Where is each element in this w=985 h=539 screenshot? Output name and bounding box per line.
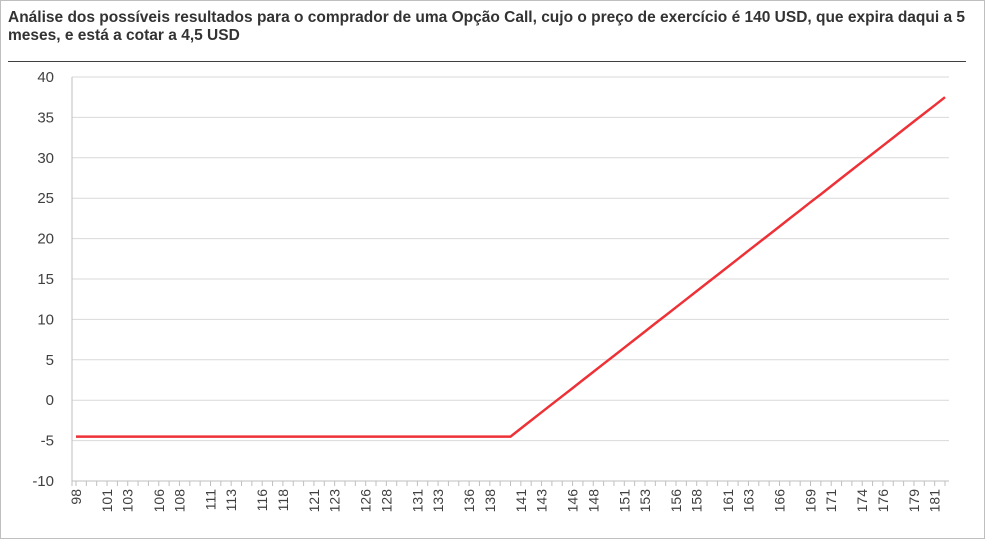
y-tick-label: 35 bbox=[37, 109, 54, 126]
x-tick-label: 116 bbox=[254, 489, 270, 512]
x-tick-label: 111 bbox=[202, 489, 218, 510]
y-tick-label: 25 bbox=[37, 190, 54, 207]
x-tick-label: 143 bbox=[534, 489, 550, 513]
y-tick-label: 10 bbox=[37, 311, 54, 328]
x-tick-label: 176 bbox=[875, 489, 891, 513]
x-tick-label: 181 bbox=[927, 489, 943, 513]
y-tick-label: -5 bbox=[41, 433, 54, 450]
payoff-line bbox=[76, 96, 946, 438]
y-tick-label: 30 bbox=[37, 150, 54, 167]
x-tick-label: 108 bbox=[171, 489, 187, 513]
y-tick-label: 5 bbox=[46, 352, 54, 369]
x-tick-label: 101 bbox=[99, 489, 115, 513]
x-tick-label: 123 bbox=[327, 489, 343, 513]
y-tick-label: -10 bbox=[32, 473, 54, 490]
x-tick-label: 174 bbox=[854, 489, 870, 513]
y-tick-label: 0 bbox=[46, 392, 54, 409]
x-tick-label: 158 bbox=[689, 489, 705, 513]
x-tick-label: 138 bbox=[482, 489, 498, 513]
x-tick-label: 128 bbox=[378, 489, 394, 513]
x-tick-label: 121 bbox=[306, 489, 322, 513]
x-tick-label: 141 bbox=[513, 489, 529, 513]
x-tick-label: 151 bbox=[616, 489, 632, 513]
x-tick-label: 161 bbox=[720, 489, 736, 513]
x-tick-label: 171 bbox=[823, 489, 839, 513]
x-tick-label: 148 bbox=[585, 489, 601, 513]
y-axis: -10 -5 0 5 10 15 20 25 30 35 40 bbox=[32, 69, 54, 490]
x-tick-label: 131 bbox=[409, 489, 425, 513]
y-tick-label: 40 bbox=[37, 69, 54, 86]
x-tick-label: 126 bbox=[358, 489, 374, 513]
x-tick-label: 106 bbox=[151, 489, 167, 513]
y-tick-label: 15 bbox=[37, 271, 54, 288]
x-tick-label: 153 bbox=[637, 489, 653, 513]
x-tick-label: 136 bbox=[461, 489, 477, 513]
x-tick-label: 103 bbox=[120, 489, 136, 513]
x-tick-label: 146 bbox=[565, 489, 581, 513]
x-tick-label: 163 bbox=[740, 489, 756, 513]
x-tick-label: 169 bbox=[803, 489, 819, 513]
x-axis: 98 101 103 106 108 111 113 116 118 121 123 126 128 13… bbox=[68, 481, 946, 513]
x-tick-label: 118 bbox=[275, 489, 291, 512]
series-layer bbox=[76, 96, 946, 438]
x-tick-label: 133 bbox=[430, 489, 446, 513]
gridlines bbox=[71, 76, 949, 486]
x-tick-label: 179 bbox=[906, 489, 922, 513]
x-tick-label: 113 bbox=[223, 489, 239, 512]
x-tick-label: 166 bbox=[771, 489, 787, 513]
title-divider bbox=[8, 61, 966, 62]
x-tick-label: 156 bbox=[668, 489, 684, 513]
y-tick-label: 20 bbox=[37, 231, 54, 248]
chart-title: Análise dos possíveis resultados para o … bbox=[8, 9, 966, 44]
x-tick-label: 98 bbox=[68, 489, 84, 505]
